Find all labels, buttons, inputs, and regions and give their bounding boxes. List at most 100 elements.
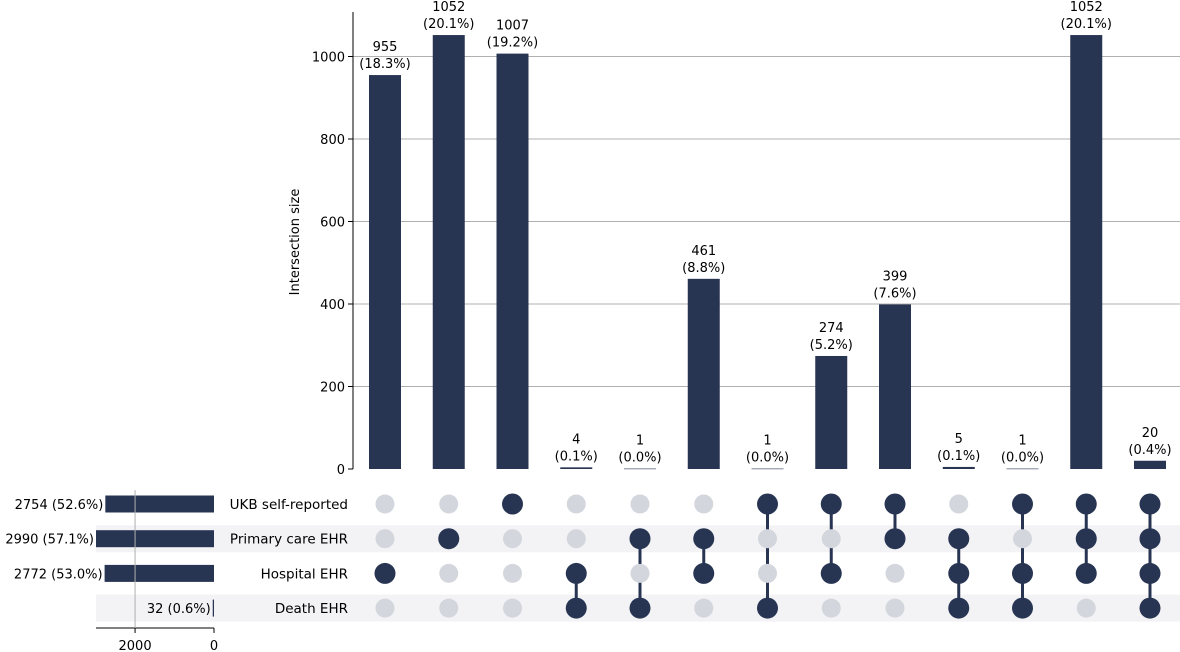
matrix-dot-inactive (503, 598, 522, 618)
intersection-bar (751, 468, 784, 470)
bar-count-label: 1 (1018, 434, 1026, 449)
set-name-label: Primary care EHR (230, 532, 348, 548)
matrix-dot-active (948, 562, 970, 584)
set-size-axis: 2000 0 (96, 490, 218, 652)
bar-labels: 955 (18.3%) 1052 (20.1%) 1007 (19.2%) 4 (0.1%) 1… (359, 0, 1171, 466)
matrix-dot-active (565, 562, 587, 584)
bar-percent-label: (0.4%) (1128, 443, 1171, 458)
y-tick-label: 400 (320, 298, 345, 313)
matrix-dot-active (1012, 562, 1033, 584)
matrix-dot-inactive (566, 494, 586, 514)
set-size-label: 2772 (53.0%) (14, 567, 103, 582)
bar-count-label: 274 (819, 321, 844, 336)
bar-count-label: 461 (691, 244, 716, 259)
matrix-dot-active (1139, 562, 1161, 584)
bar-count-label: 20 (1142, 426, 1159, 441)
set-size-label: 2990 (57.1%) (5, 533, 94, 548)
bar-percent-label: (0.1%) (937, 449, 980, 464)
set-size-bar (105, 495, 214, 513)
set-name-label: UKB self-reported (230, 497, 348, 513)
bar-percent-label: (20.1%) (1061, 17, 1112, 32)
set-name-label: Hospital EHR (261, 566, 348, 582)
bar-percent-label: (0.0%) (618, 451, 661, 466)
bar-percent-label: (18.3%) (359, 57, 410, 72)
matrix-dot-active (884, 493, 906, 515)
matrix-dot-active (820, 493, 842, 515)
matrix-dot-inactive (375, 529, 395, 549)
matrix-dot-inactive (1013, 529, 1032, 549)
matrix-dot-inactive (439, 494, 459, 514)
intersection-bar (879, 304, 911, 469)
matrix-dot-active (1139, 528, 1161, 550)
y-tick-label: 200 (320, 381, 345, 396)
bar-count-label: 1007 (496, 19, 529, 34)
bar-count-label: 1052 (1070, 0, 1103, 15)
gridlines (353, 56, 1180, 387)
intersection-bar (687, 278, 720, 469)
matrix-dot-inactive (949, 494, 969, 514)
matrix-dot-inactive (630, 494, 650, 514)
intersection-bar (369, 75, 401, 469)
matrix-dot-active (884, 528, 906, 550)
matrix-dot-active (1012, 493, 1033, 515)
bar-count-label: 1 (636, 434, 644, 449)
intersection-bar (1134, 460, 1166, 469)
bar-percent-label: (0.1%) (555, 449, 598, 464)
bar-count-label: 955 (373, 40, 398, 55)
set-names: UKB self-reported Primary care EHR Hospita… (230, 497, 348, 617)
matrix-dot-inactive (694, 598, 714, 618)
set-size-bar (212, 599, 214, 617)
matrix-dot-inactive (885, 598, 905, 618)
matrix-dot-inactive (758, 529, 777, 549)
y-tick-label: 600 (320, 216, 345, 231)
bar-count-label: 399 (883, 269, 908, 284)
matrix-dot-active (629, 597, 651, 619)
matrix-dot-active (757, 597, 778, 619)
bar-count-label: 5 (955, 432, 963, 447)
matrix-dot-inactive (1076, 598, 1096, 618)
matrix-dot-inactive (630, 563, 650, 583)
matrix-dot-inactive (821, 529, 841, 549)
matrix-dot-inactive (885, 563, 905, 583)
matrix-dot-active (1139, 597, 1161, 619)
bar-count-label: 4 (572, 432, 580, 447)
bar-percent-label: (0.0%) (746, 451, 789, 466)
matrix-dot-active (820, 562, 842, 584)
intersection-bars (369, 35, 1166, 470)
bar-percent-label: (0.0%) (1001, 451, 1044, 466)
set-axis-tick-label: 2000 (119, 639, 152, 652)
matrix-dot-inactive (821, 598, 841, 618)
intersection-bar (624, 468, 656, 470)
bar-count-label: 1052 (432, 0, 465, 15)
set-size-bars: 2754 (52.6%) 2990 (57.1%) 2772 (53.0%) 32 (… (5, 495, 214, 617)
matrix-dot-active (438, 528, 460, 550)
matrix-dot-active (502, 493, 523, 515)
intersection-bar (432, 35, 465, 470)
matrix-dot-active (693, 562, 715, 584)
set-size-bar (96, 530, 214, 548)
matrix-dot-active (757, 493, 778, 515)
set-axis-tick-label: 0 (210, 639, 218, 652)
y-tick-label: 0 (337, 463, 345, 478)
matrix-dot-active (565, 597, 587, 619)
intersection-bar (1006, 468, 1039, 470)
bar-percent-label: (7.6%) (873, 286, 916, 301)
matrix-dot-active (374, 562, 396, 584)
matrix-dot-active (948, 597, 970, 619)
matrix-dot-active (1075, 528, 1097, 550)
y-axis-label: Intersection size (288, 189, 303, 296)
set-size-bar (104, 564, 214, 582)
matrix-dot-active (693, 528, 715, 550)
matrix-dot-inactive (375, 494, 395, 514)
bar-percent-label: (20.1%) (423, 17, 474, 32)
membership-matrix (374, 493, 1161, 619)
set-size-label: 32 (0.6%) (147, 602, 211, 617)
intersection-bar (560, 467, 593, 469)
matrix-dot-inactive (503, 563, 522, 583)
matrix-dot-active (629, 528, 651, 550)
y-tick-label: 1000 (312, 51, 345, 66)
matrix-dot-inactive (503, 529, 522, 549)
matrix-dot-inactive (758, 563, 777, 583)
matrix-dot-active (1012, 597, 1033, 619)
